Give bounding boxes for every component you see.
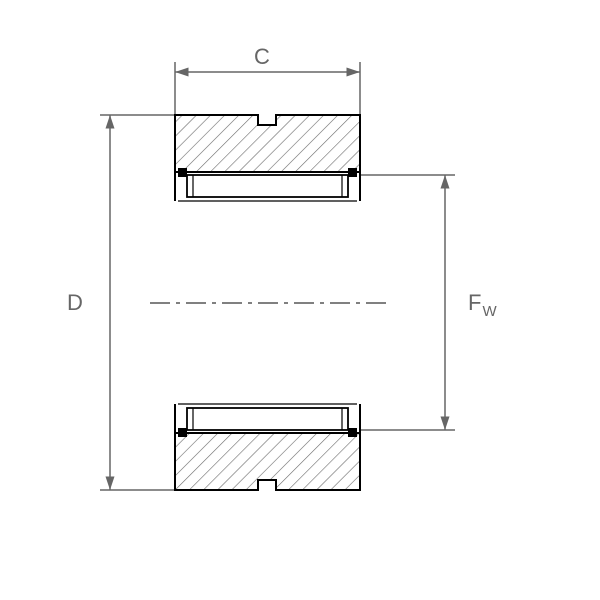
label-d: D (67, 290, 83, 315)
dimension-c: C (175, 44, 360, 115)
label-c: C (254, 44, 270, 69)
section-bottom (175, 404, 360, 490)
bearing-diagram: C D FW (0, 0, 600, 600)
section-top (175, 115, 360, 201)
